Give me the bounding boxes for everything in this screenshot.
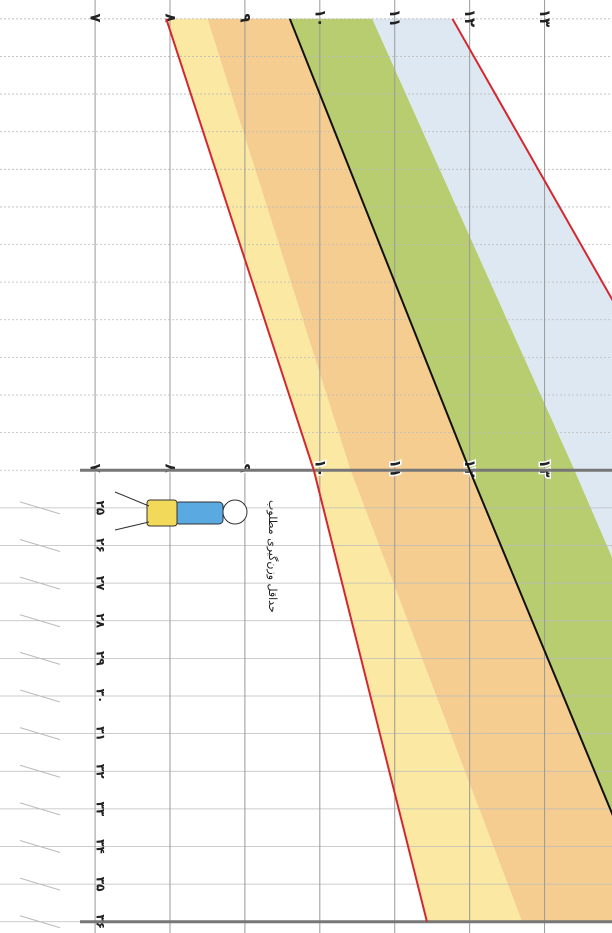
y-tick-label: ۱۳ xyxy=(536,459,554,477)
x-tick-label: ۳۲ xyxy=(94,764,108,779)
x-tick-label: ۲۵ xyxy=(94,501,108,516)
figure xyxy=(114,491,248,531)
y-tick-label: ۱۰ xyxy=(311,459,329,477)
x-tick xyxy=(19,727,61,741)
x-tick xyxy=(19,539,61,552)
y-tick-label: ۷ xyxy=(87,13,105,22)
x-tick xyxy=(19,576,61,590)
line xyxy=(451,18,612,302)
annotation: حداقل وزن‌گیری مطلوب xyxy=(266,500,279,613)
y-tick-label: ۱۲ xyxy=(461,9,479,27)
x-tick xyxy=(19,802,61,816)
x-tick-label: ۳۱ xyxy=(94,726,108,741)
y-tick-label: ۱۲ xyxy=(461,459,479,477)
line xyxy=(165,18,428,922)
y-tick-label: ۸ xyxy=(161,13,179,22)
y-tick-label: ۱۱ xyxy=(386,459,404,477)
x-tick xyxy=(19,877,61,891)
x-tick xyxy=(19,915,61,929)
y-tick-label: ۹ xyxy=(236,13,254,22)
x-tick xyxy=(19,839,61,853)
x-tick-label: ۳۰ xyxy=(94,689,108,704)
y-tick-label: ۱۰ xyxy=(311,9,329,27)
y-tick-label: ۱۱ xyxy=(386,9,404,27)
x-tick-label: ۳۴ xyxy=(94,839,108,854)
x-tick xyxy=(19,651,61,665)
x-tick-label: ۲۷ xyxy=(94,576,108,591)
x-tick-label: ۳۵ xyxy=(94,877,108,892)
y-tick-label: ۱۳ xyxy=(536,9,554,27)
line xyxy=(288,18,612,816)
x-tick xyxy=(19,764,61,778)
x-tick xyxy=(19,689,61,703)
x-tick xyxy=(19,614,61,628)
x-tick-label: ۲۹ xyxy=(94,651,108,666)
x-tick xyxy=(19,501,61,515)
band xyxy=(372,18,612,558)
x-tick-label: ۲۸ xyxy=(94,613,108,628)
band xyxy=(289,18,612,814)
x-tick-label: ۳۳ xyxy=(94,802,108,817)
x-tick-label: ۲۶ xyxy=(94,538,108,553)
